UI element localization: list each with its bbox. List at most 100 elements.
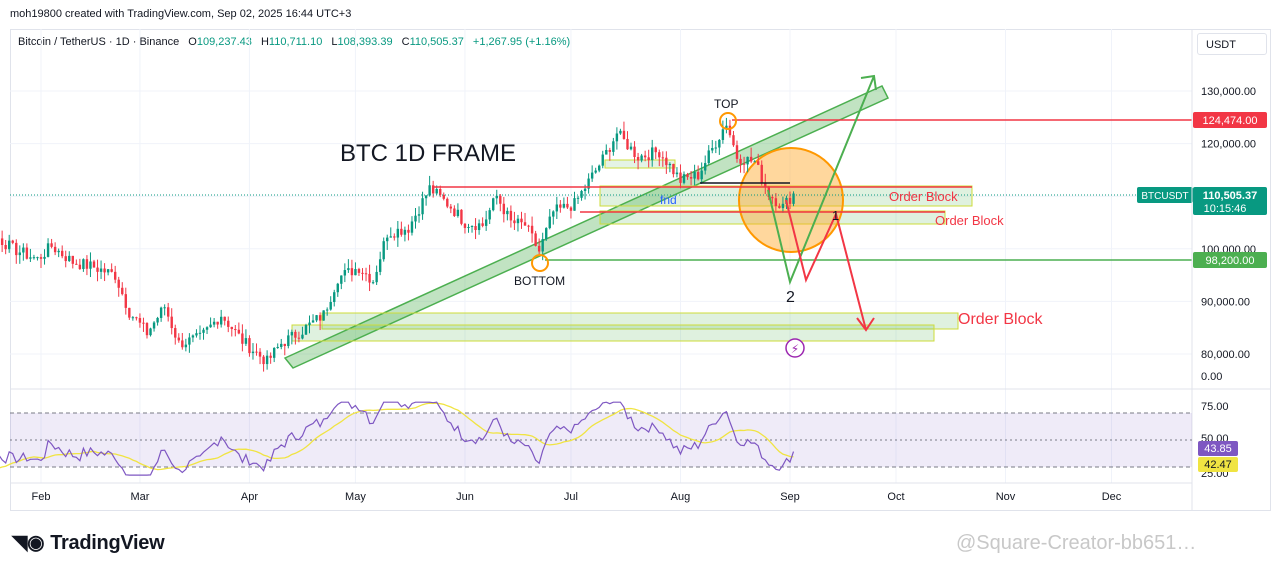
candle[interactable] — [636, 156, 640, 161]
fnd-tag[interactable]: fnd — [660, 193, 677, 207]
candle[interactable] — [442, 194, 445, 199]
candle[interactable] — [463, 223, 467, 228]
candle[interactable] — [721, 129, 725, 140]
candle[interactable] — [29, 257, 32, 259]
candle[interactable] — [520, 218, 523, 223]
candle[interactable] — [75, 263, 78, 265]
candle[interactable] — [46, 243, 50, 257]
candle[interactable] — [8, 240, 11, 250]
candle[interactable] — [131, 317, 135, 319]
candle[interactable] — [212, 321, 216, 325]
candle[interactable] — [711, 147, 714, 151]
price-axis[interactable]: 80,000.0090,000.00100,000.00120,000.0013… — [1201, 86, 1256, 361]
candle[interactable] — [378, 259, 382, 272]
candle[interactable] — [661, 157, 665, 159]
rsi-pane[interactable] — [0, 401, 1192, 476]
candle[interactable] — [594, 170, 597, 173]
candle[interactable] — [601, 154, 604, 166]
candle[interactable] — [318, 315, 322, 321]
candle[interactable] — [188, 337, 191, 345]
candle[interactable] — [375, 271, 378, 283]
candle[interactable] — [541, 239, 544, 252]
candle[interactable] — [598, 165, 601, 171]
candle[interactable] — [460, 209, 463, 224]
candle[interactable] — [548, 216, 551, 229]
candle[interactable] — [276, 346, 279, 348]
candle[interactable] — [608, 150, 612, 152]
rsi-ma-line[interactable] — [0, 402, 794, 475]
candle[interactable] — [0, 238, 4, 245]
candle[interactable] — [467, 226, 470, 228]
candle[interactable] — [11, 240, 14, 243]
candle[interactable] — [198, 332, 202, 334]
candle[interactable] — [340, 275, 343, 284]
candle[interactable] — [297, 337, 301, 339]
bottom-label[interactable]: BOTTOM — [514, 274, 565, 288]
candle[interactable] — [181, 340, 184, 348]
candle[interactable] — [50, 243, 53, 247]
candle[interactable] — [159, 307, 163, 318]
candle[interactable] — [244, 338, 248, 344]
candle[interactable] — [184, 344, 188, 348]
candle[interactable] — [202, 329, 205, 333]
candle[interactable] — [96, 267, 99, 272]
candle[interactable] — [36, 257, 39, 259]
candle[interactable] — [545, 228, 548, 240]
wave-2-label[interactable]: 2 — [786, 289, 795, 306]
candle[interactable] — [138, 318, 142, 323]
candle[interactable] — [110, 269, 113, 272]
candle[interactable] — [311, 320, 315, 323]
candle[interactable] — [106, 269, 110, 273]
candle[interactable] — [753, 161, 756, 163]
candle[interactable] — [163, 307, 166, 309]
candle[interactable] — [506, 210, 509, 215]
candle[interactable] — [99, 268, 103, 272]
candle[interactable] — [707, 150, 710, 164]
candle[interactable] — [304, 325, 308, 335]
candle[interactable] — [764, 182, 767, 187]
candle[interactable] — [121, 287, 124, 295]
candle[interactable] — [336, 283, 339, 293]
candle[interactable] — [513, 220, 516, 224]
candle[interactable] — [117, 279, 120, 288]
symbol-title[interactable]: Bitcoin / TetherUS · 1D · Binance — [18, 36, 180, 48]
candle[interactable] — [481, 223, 484, 226]
candle[interactable] — [569, 207, 573, 211]
candle[interactable] — [728, 125, 732, 136]
candle[interactable] — [626, 138, 629, 150]
candle[interactable] — [258, 351, 262, 357]
candle[interactable] — [439, 189, 442, 195]
candle[interactable] — [689, 177, 693, 179]
candle[interactable] — [149, 328, 152, 336]
candle[interactable] — [675, 172, 679, 175]
candle[interactable] — [39, 257, 43, 259]
candle[interactable] — [654, 147, 657, 153]
top-label[interactable]: TOP — [714, 97, 738, 111]
candle[interactable] — [622, 130, 626, 139]
candle[interactable] — [470, 226, 474, 228]
candle[interactable] — [566, 203, 569, 208]
candle[interactable] — [612, 141, 615, 152]
candle[interactable] — [477, 223, 481, 231]
candle[interactable] — [205, 327, 209, 330]
candle[interactable] — [191, 335, 195, 338]
candle[interactable] — [788, 197, 792, 204]
candle[interactable] — [704, 163, 707, 171]
candle[interactable] — [241, 333, 244, 344]
candle[interactable] — [453, 208, 456, 217]
candle[interactable] — [113, 271, 117, 280]
candle[interactable] — [590, 172, 594, 179]
candle[interactable] — [742, 163, 746, 165]
candle[interactable] — [555, 204, 559, 212]
candle[interactable] — [325, 309, 329, 311]
candle[interactable] — [234, 329, 237, 331]
candle[interactable] — [693, 172, 696, 179]
candle[interactable] — [619, 130, 622, 134]
candle[interactable] — [774, 198, 778, 207]
chart-heading[interactable]: BTC 1D FRAME — [340, 140, 516, 167]
candle[interactable] — [92, 261, 96, 268]
candle[interactable] — [530, 225, 534, 234]
candle[interactable] — [421, 198, 424, 215]
candle[interactable] — [424, 195, 428, 199]
